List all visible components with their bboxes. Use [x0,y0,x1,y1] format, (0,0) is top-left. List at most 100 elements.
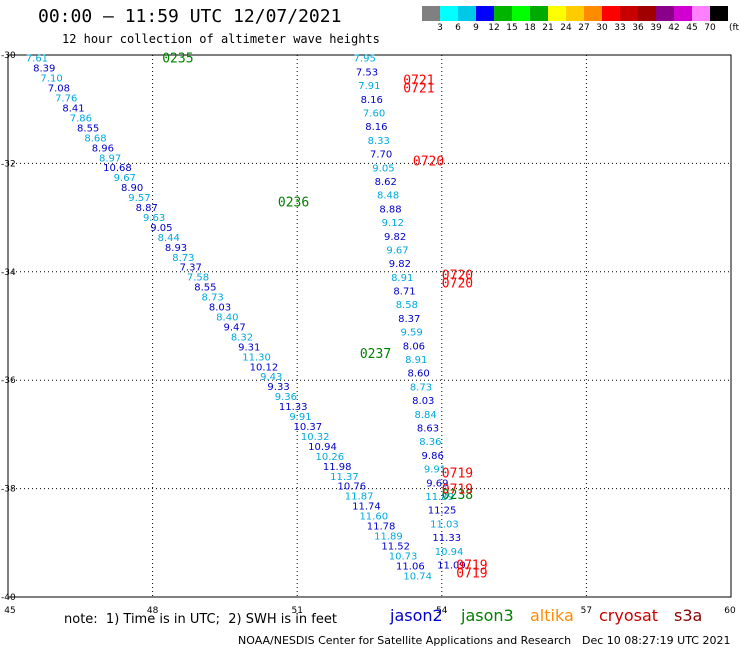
data-point: 7.95 [354,54,376,65]
data-point: 9.69 [426,478,448,489]
color-tick-label: 18 [524,23,536,33]
legend-item-altika: altika [530,606,574,625]
x-tick-label: 60 [724,606,736,616]
color-swatch [674,6,692,21]
data-point: 8.87 [136,203,158,214]
data-point: 11.33 [432,533,461,544]
color-tick-label: 30 [596,23,608,33]
color-swatch [710,6,728,21]
data-point: 9.36 [275,392,297,403]
pass-id-labels: 0235023602370238072107210720072007200719… [162,52,487,582]
color-tick-label: 42 [668,23,680,33]
data-point: 7.08 [48,84,70,95]
data-point: 8.16 [361,95,383,106]
pass-label: 0721 [403,73,434,88]
data-point: 11.33 [279,402,308,413]
color-tick-label: 27 [578,23,590,33]
data-point: 9.91 [424,465,446,476]
data-point: 8.37 [398,314,420,325]
data-point: 11.60 [359,512,388,523]
data-point: 8.62 [375,177,397,188]
data-point: 8.03 [412,396,434,407]
data-point: 11.03 [430,519,459,530]
data-point: 9.67 [386,245,408,256]
color-tick-label: 12 [488,23,500,33]
x-tick-label: 45 [4,606,15,616]
pass-label: 0719 [456,558,487,573]
data-point: 9.59 [400,328,422,339]
data-point: 8.55 [194,283,216,294]
data-point: 9.31 [238,342,260,353]
pass-label: 0235 [162,52,193,67]
data-point: 8.63 [417,424,439,435]
data-point: 8.73 [202,293,224,304]
y-tick-label: -30 [1,51,16,61]
data-point: 7.61 [26,54,48,65]
data-point: 8.88 [379,204,401,215]
data-point: 8.68 [84,133,106,144]
data-point: 8.71 [393,287,415,298]
pass-label: 0721 [403,82,434,97]
data-point: 9.82 [389,259,411,270]
color-tick-label: 15 [506,23,518,33]
x-tick-label: 57 [581,606,592,616]
data-point: 9.05 [150,223,172,234]
credit-text: NOAA/NESDIS Center for Satellite Applica… [238,634,572,647]
data-point: 11.78 [367,522,396,533]
data-point: 8.39 [33,64,55,75]
data-point: 7.60 [363,108,385,119]
data-point: 11.87 [345,492,374,503]
data-point: 10.76 [337,482,366,493]
color-tick-label: 45 [686,23,698,33]
data-point: 11.52 [381,541,410,552]
data-point: 10.94 [435,547,464,558]
color-swatch [512,6,530,21]
data-point: 9.82 [384,232,406,243]
footnote: note: 1) Time is in UTC; 2) SWH is in fe… [64,612,337,627]
data-point: 9.91 [289,412,311,423]
data-point: 11.37 [330,472,359,483]
data-point: 9.63 [143,213,165,224]
data-point: 10.74 [403,571,432,582]
data-point: 8.03 [209,303,231,314]
pass-label: 0238 [442,488,473,503]
data-point: 8.91 [405,355,427,366]
legend-item-jason2: jason2 [390,606,443,625]
data-point: 7.86 [70,113,92,124]
data-point: 11.98 [323,462,352,473]
data-point: 11.89 [425,492,454,503]
pass-label: 0719 [442,483,473,498]
y-tick-label: -34 [1,268,16,278]
y-tick-label: -38 [1,485,16,495]
data-point: 10.94 [308,442,337,453]
data-point: 8.93 [165,243,187,254]
data-point: 9.33 [267,382,289,393]
color-tick-label: 36 [632,23,644,33]
x-tick-label: 51 [291,606,302,616]
x-tick-label: 48 [147,606,159,616]
data-point: 9.05 [372,163,394,174]
color-swatch [422,6,440,21]
data-point: 8.90 [121,183,143,194]
data-point: 8.97 [99,153,121,164]
pass-label: 0719 [442,466,473,481]
pass-label: 0720 [442,269,473,284]
color-unit-label: (ft) [729,23,740,33]
data-point: 8.73 [172,253,194,264]
data-point: 7.58 [187,273,209,284]
color-tick-label: 70 [704,23,716,33]
data-point: 8.06 [403,341,425,352]
legend-item-jason3: jason3 [461,606,514,625]
y-tick-label: -32 [1,159,16,169]
data-point: 7.76 [55,94,77,105]
data-point: 11.89 [374,532,403,543]
color-swatch [530,6,548,21]
data-point: 11.09 [437,560,466,571]
color-tick-label: 39 [650,23,662,33]
color-tick-label: 9 [473,23,479,33]
pass-label: 0720 [413,155,444,170]
color-swatch [692,6,710,21]
color-tick-label: 24 [560,23,572,33]
color-swatch [440,6,458,21]
y-tick-label: -40 [1,593,16,603]
